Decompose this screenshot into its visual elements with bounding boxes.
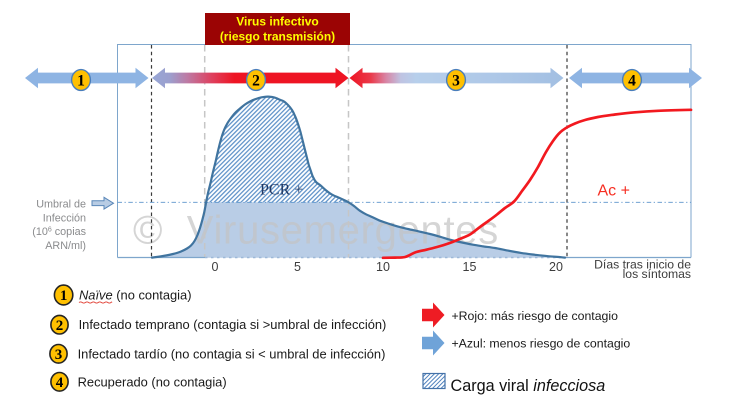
svg-text:ARN/ml): ARN/ml): [45, 240, 86, 252]
svg-text:3: 3: [55, 347, 63, 363]
svg-text:Infección: Infección: [43, 212, 86, 224]
svg-text:1: 1: [60, 288, 68, 304]
svg-text:Umbral de: Umbral de: [36, 199, 86, 211]
svg-text:+Azul: menos riesgo de contagi: +Azul: menos riesgo de contagio: [452, 337, 631, 351]
svg-text:Infectado tardío (no contagia: Infectado tardío (no contagia si < umbra…: [78, 346, 386, 361]
svg-text:+Rojo: más riesgo de contagio: +Rojo: más riesgo de contagio: [452, 309, 619, 323]
svg-text:Días tras inicio de: Días tras inicio de: [594, 258, 691, 272]
svg-text:10: 10: [376, 260, 390, 274]
svg-text:3: 3: [452, 72, 460, 89]
svg-text:0: 0: [212, 260, 219, 274]
svg-text:5: 5: [294, 260, 301, 274]
svg-text:4: 4: [56, 375, 64, 391]
svg-text:20: 20: [549, 260, 563, 274]
svg-text:Recuperado (no contagia): Recuperado (no contagia): [78, 374, 227, 389]
svg-text:los síntomas: los síntomas: [623, 267, 691, 281]
svg-text:Ac +: Ac +: [598, 183, 630, 200]
svg-text:2: 2: [252, 72, 260, 89]
svg-text:Infectado temprano (contagia s: Infectado temprano (contagia si >umbral …: [79, 317, 387, 332]
svg-text:Virus infectivo: Virus infectivo: [236, 15, 318, 29]
svg-text:© Virusemergentes: © Virusemergentes: [133, 209, 499, 253]
svg-text:(106 copias: (106 copias: [32, 226, 86, 238]
svg-text:Naïve (no contagia): Naïve (no contagia): [79, 288, 192, 303]
svg-text:2: 2: [56, 318, 64, 334]
svg-text:1: 1: [77, 72, 85, 89]
svg-text:Carga viral infecciosa: Carga viral infecciosa: [451, 377, 606, 395]
svg-text:4: 4: [628, 72, 636, 89]
svg-text:(riesgo transmisión): (riesgo transmisión): [220, 30, 335, 44]
svg-text:PCR +: PCR +: [260, 182, 303, 199]
svg-text:15: 15: [463, 260, 477, 274]
